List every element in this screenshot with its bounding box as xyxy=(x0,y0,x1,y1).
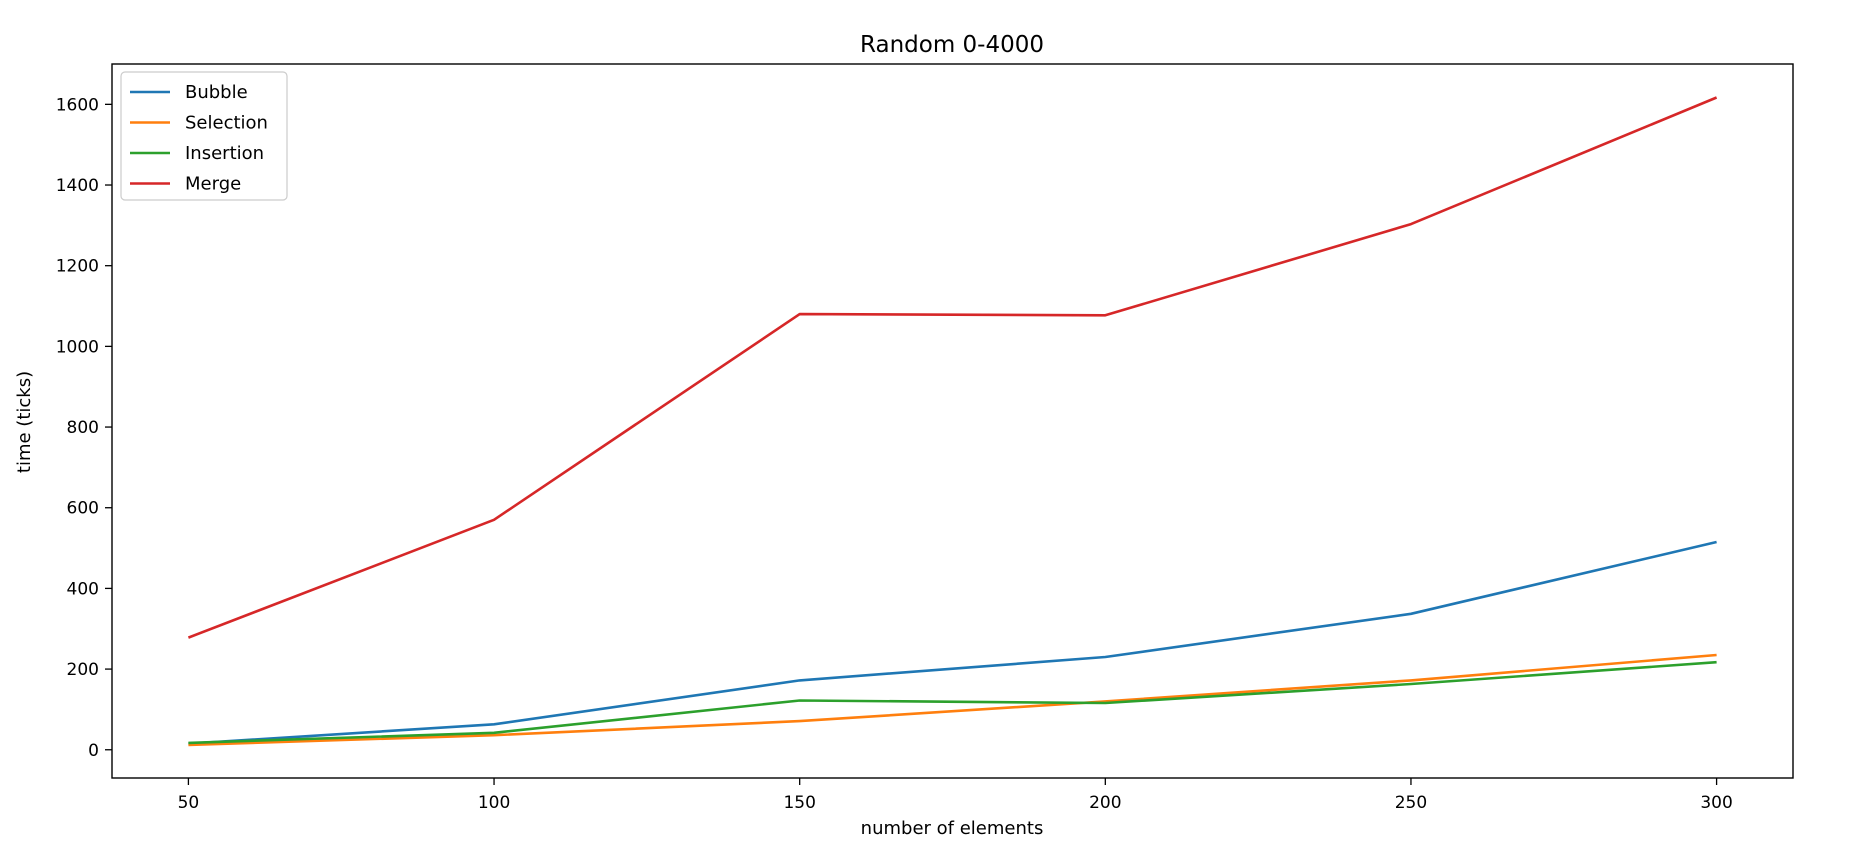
legend-label-merge: Merge xyxy=(185,174,241,195)
series-layer xyxy=(187,96,1718,747)
series-line-insertion xyxy=(188,660,1717,745)
legend-label-bubble: Bubble xyxy=(185,82,248,103)
x-tick-label: 50 xyxy=(178,793,200,813)
x-tick-label: 100 xyxy=(478,793,510,813)
y-tick-label: 200 xyxy=(67,660,99,680)
x-tick-label: 250 xyxy=(1395,793,1427,813)
y-tick-label: 1000 xyxy=(56,337,99,357)
y-tick-label: 800 xyxy=(67,418,99,438)
series-line-merge xyxy=(187,96,1718,639)
y-tick-label: 1200 xyxy=(56,257,99,277)
legend: Bubble Selection Insertion Merge xyxy=(120,71,288,201)
y-tick-label: 1600 xyxy=(56,95,99,115)
legend-label-selection: Selection xyxy=(185,113,268,134)
y-axis: 0 200 400 600 800 1000 1200 1400 1600 xyxy=(56,95,112,761)
y-tick-label: 400 xyxy=(67,579,99,599)
series-line-selection xyxy=(188,653,1717,747)
x-axis: 50 100 150 200 250 300 xyxy=(178,778,1733,813)
x-tick-label: 150 xyxy=(783,793,815,813)
legend-label-insertion: Insertion xyxy=(185,143,264,164)
chart-title: Random 0-4000 xyxy=(860,32,1044,58)
series-line-bubble xyxy=(188,540,1717,745)
y-tick-label: 1400 xyxy=(56,176,99,196)
y-tick-label: 600 xyxy=(67,499,99,519)
legend-box xyxy=(120,71,288,201)
y-tick-label: 0 xyxy=(88,741,99,761)
y-axis-label: time (ticks) xyxy=(14,371,35,473)
x-axis-label: number of elements xyxy=(861,818,1044,839)
x-tick-label: 300 xyxy=(1700,793,1732,813)
plot-frame xyxy=(111,63,1794,779)
x-tick-label: 200 xyxy=(1089,793,1121,813)
